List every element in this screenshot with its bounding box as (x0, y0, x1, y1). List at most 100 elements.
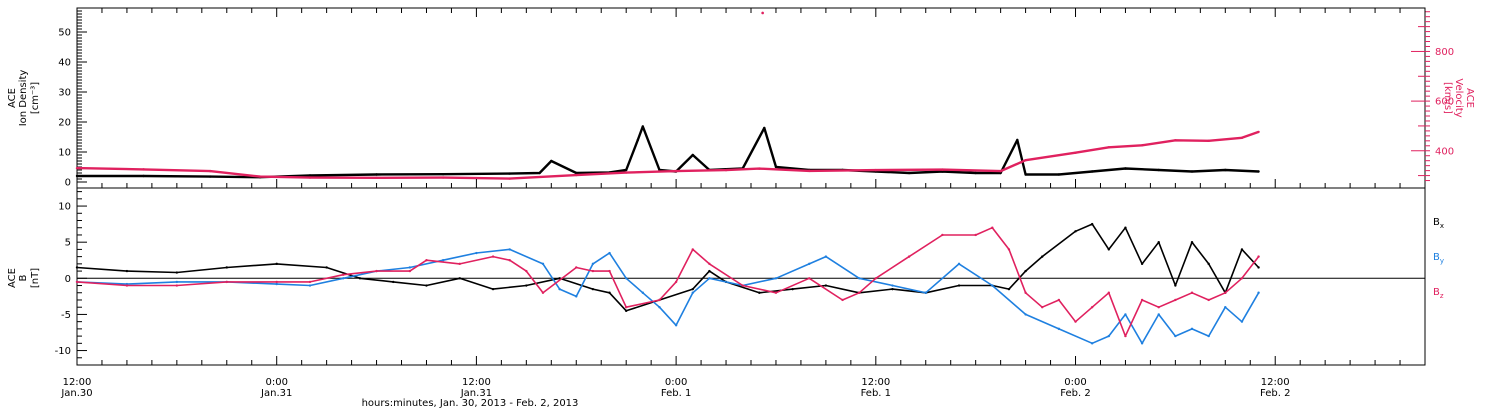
b-tick-label: 5 (65, 238, 71, 249)
velocity-point (208, 169, 212, 173)
velocity-point (441, 176, 445, 179)
by-point (774, 277, 778, 280)
density-axis-label: ACE Ion Density [cm⁻³] (7, 70, 41, 127)
time-tick-date-label: Jan.30 (60, 388, 92, 399)
by-point (708, 277, 711, 280)
bx-point (1024, 269, 1027, 273)
velocity-label-line1: ACE (1464, 88, 1475, 108)
by-point (691, 291, 694, 294)
bz-point (1140, 298, 1144, 302)
velocity-point (808, 169, 811, 173)
bx-point (458, 277, 461, 280)
density-point (1157, 168, 1160, 172)
bz-point (907, 255, 911, 258)
velocity-point (508, 177, 511, 180)
velocity-point (624, 171, 628, 174)
bx-point (325, 266, 328, 269)
bz-point (674, 280, 678, 284)
legend-by: By (1433, 252, 1444, 265)
velocity-tick-label: 600 (1435, 97, 1454, 108)
density-point (538, 171, 541, 175)
density-point (550, 159, 553, 163)
velocity-axis-label: ACE Velocity [km/s] (1442, 78, 1475, 117)
by-point (408, 266, 412, 269)
time-tick-label: 12:00 (462, 377, 491, 388)
b-tick-label: 10 (58, 202, 71, 213)
bz-point (857, 291, 861, 294)
density-tick-label: 40 (58, 58, 71, 69)
velocity-point (941, 168, 944, 171)
bz-point (308, 280, 312, 284)
density-point (999, 171, 1002, 175)
bx-point (791, 287, 794, 291)
by-point (1124, 313, 1127, 316)
bx-point (957, 284, 961, 287)
bz-point (541, 291, 545, 294)
velocity-point (75, 166, 79, 170)
bz-point (75, 280, 79, 284)
velocity-label-line3: [km/s] (1442, 82, 1453, 114)
bz-point (175, 284, 179, 287)
bz-point (275, 280, 278, 284)
bottom-panel-frame (76, 187, 1426, 366)
by-point (624, 277, 628, 280)
bx-point (1140, 262, 1144, 266)
bz-point (1224, 291, 1227, 294)
density-axis: 0 10 20 30 40 50 (58, 10, 87, 189)
by-point (957, 262, 961, 266)
ion-density-velocity-panel: 0 10 20 30 40 50 400 600 800 ACE Ion Density [c… (7, 7, 1475, 189)
bx-point (608, 291, 611, 294)
bx-point (1074, 230, 1077, 233)
bz-point (1074, 320, 1077, 323)
by-point (1257, 291, 1260, 294)
bx-point (1041, 255, 1044, 258)
bz-point (624, 306, 628, 309)
by-point (808, 262, 811, 266)
velocity-point (874, 168, 878, 172)
by-point (674, 324, 678, 327)
by-point (1207, 334, 1210, 338)
density-point (691, 153, 694, 157)
bx-point (1007, 287, 1011, 291)
bz-point (1041, 306, 1044, 309)
bz-point (1257, 255, 1260, 258)
velocity-point (1074, 151, 1077, 154)
bz-point (1190, 291, 1194, 294)
by-point (924, 291, 927, 294)
density-point (1024, 173, 1027, 176)
bx-point (425, 284, 428, 287)
velocity-point (1107, 146, 1111, 149)
velocity-tick-label: 400 (1435, 146, 1454, 157)
density-point (142, 174, 145, 178)
bx-point (1257, 266, 1260, 269)
bx-point (275, 262, 278, 266)
bz-point (408, 269, 412, 273)
density-point (508, 172, 511, 175)
bx-point (1240, 248, 1244, 251)
bz-point (491, 255, 495, 258)
by-point (1190, 327, 1194, 331)
bz-point (1240, 277, 1244, 280)
density-point (441, 173, 445, 176)
b-label-line3: [nT] (30, 268, 41, 288)
bz-point (691, 248, 694, 251)
time-tick-date-label: Feb. 1 (661, 388, 691, 399)
velocity-point (258, 175, 262, 178)
velocity-point (1257, 130, 1260, 134)
density-label-line2: Ion Density (18, 70, 29, 127)
by-point (591, 262, 595, 266)
bx-point (624, 309, 628, 313)
bz-point (1174, 298, 1177, 302)
bz-point (1124, 334, 1127, 338)
bz-point (808, 277, 811, 280)
bx-point (1124, 226, 1127, 229)
bx-point (824, 284, 828, 287)
time-tick-date-label: Feb. 2 (1260, 388, 1290, 399)
density-tick-label: 0 (65, 178, 71, 189)
by-point (1224, 306, 1227, 309)
b-label-line1: ACE (7, 268, 18, 288)
bx-point (1157, 240, 1160, 244)
by-point (1107, 334, 1111, 338)
density-point (1016, 138, 1019, 142)
density-point (907, 171, 911, 175)
